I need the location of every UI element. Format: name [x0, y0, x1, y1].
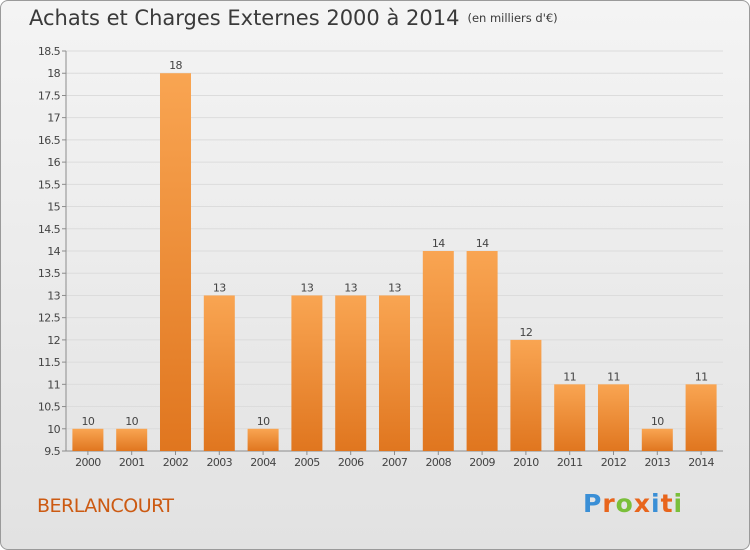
y-tick-label: 18: [47, 67, 60, 80]
bar-value-label: 11: [695, 370, 708, 383]
bar: [72, 428, 104, 451]
bar-value-label: 10: [651, 415, 664, 428]
y-tick-label: 10.5: [38, 401, 61, 414]
bar-value-label: 10: [81, 415, 94, 428]
bar: [335, 295, 367, 451]
y-tick-label: 14.5: [38, 223, 61, 236]
logo-letter: i: [673, 489, 684, 518]
x-tick-label: 2002: [163, 456, 189, 469]
y-tick-label: 15: [47, 201, 60, 214]
bar: [466, 251, 498, 451]
x-tick-label: 2008: [425, 456, 451, 469]
logo-letter: o: [615, 489, 634, 518]
logo-letter: r: [602, 489, 616, 518]
bar-value-label: 10: [125, 415, 138, 428]
y-tick-label: 16.5: [38, 134, 61, 147]
bar: [116, 428, 148, 451]
bar-value-label: 12: [519, 326, 532, 339]
x-tick-label: 2005: [294, 456, 320, 469]
logo-letter: i: [651, 489, 661, 518]
y-tick-label: 17.5: [38, 89, 61, 102]
y-tick-label: 18.5: [38, 45, 61, 58]
y-tick-label: 16: [47, 156, 60, 169]
proxiti-logo[interactable]: Proxiti: [583, 489, 683, 518]
y-tick-label: 17: [47, 112, 60, 125]
bar: [510, 339, 542, 451]
bar-value-label: 13: [300, 281, 313, 294]
commune-name: BERLANCOURT: [37, 495, 174, 517]
bar: [554, 384, 586, 451]
bar: [203, 295, 235, 451]
x-tick-label: 2011: [557, 456, 583, 469]
y-tick-label: 10: [47, 423, 60, 436]
bar: [422, 251, 454, 451]
y-tick-label: 11.5: [38, 356, 61, 369]
bar-value-label: 14: [476, 237, 489, 250]
y-tick-label: 13.5: [38, 267, 61, 280]
bar-value-label: 13: [344, 281, 357, 294]
x-tick-label: 2001: [119, 456, 145, 469]
x-tick-label: 2009: [469, 456, 495, 469]
x-tick-label: 2012: [601, 456, 627, 469]
bar: [379, 295, 410, 451]
x-tick-label: 2010: [513, 456, 539, 469]
chart-title-block: Achats et Charges Externes 2000 à 2014 (e…: [29, 6, 558, 30]
x-tick-label: 2014: [688, 456, 714, 469]
x-tick-label: 2003: [206, 456, 232, 469]
y-tick-label: 12: [47, 334, 60, 347]
bar: [641, 428, 673, 451]
bar-value-label: 14: [432, 237, 445, 250]
bar: [247, 428, 279, 451]
bar-value-label: 11: [607, 370, 620, 383]
bar: [685, 384, 717, 451]
x-tick-label: 2000: [75, 456, 101, 469]
bar-value-label: 13: [388, 281, 401, 294]
y-tick-label: 15.5: [38, 178, 61, 191]
x-tick-label: 2004: [250, 456, 276, 469]
bar-value-label: 13: [213, 281, 226, 294]
x-tick-label: 2006: [338, 456, 364, 469]
bar: [160, 73, 191, 451]
x-tick-label: 2007: [382, 456, 408, 469]
bar: [598, 384, 629, 451]
bar-value-label: 11: [563, 370, 576, 383]
y-tick-label: 13: [47, 289, 60, 302]
y-tick-label: 12.5: [38, 312, 61, 325]
bar-value-label: 18: [169, 59, 182, 72]
bar-value-label: 10: [257, 415, 270, 428]
chart-unit: (en milliers d'€): [467, 11, 558, 25]
y-tick-label: 9.5: [44, 445, 60, 458]
bar: [291, 295, 323, 451]
x-tick-label: 2013: [644, 456, 670, 469]
logo-letter: P: [583, 489, 603, 518]
chart-title: Achats et Charges Externes 2000 à 2014: [29, 6, 460, 30]
y-tick-label: 11: [47, 378, 60, 391]
y-tick-label: 14: [47, 245, 60, 258]
logo-letter: x: [633, 489, 651, 518]
logo-letter: t: [660, 489, 674, 518]
